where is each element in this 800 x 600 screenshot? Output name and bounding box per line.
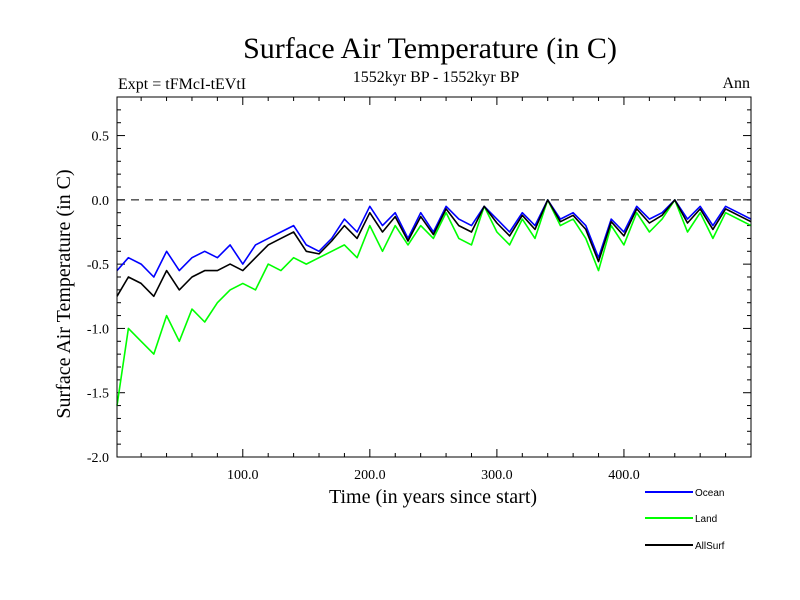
y-axis-label: Surface Air Temperature (in C) <box>53 169 75 418</box>
y-tick-label: -1.5 <box>87 387 109 402</box>
series-line-land <box>116 199 752 406</box>
period-label: 1552kyr BP - 1552kyr BP <box>353 69 520 86</box>
x-tick-label: 200.0 <box>354 468 386 483</box>
plot-frame <box>116 96 752 458</box>
series-line-allsurf <box>116 199 752 298</box>
legend-label-ocean: Ocean <box>695 488 724 499</box>
x-tick-label: 400.0 <box>608 468 640 483</box>
y-tick-label: -1.0 <box>87 322 109 337</box>
legend-label-land: Land <box>695 514 717 525</box>
x-tick-label: 300.0 <box>481 468 513 483</box>
season-label: Ann <box>722 75 750 92</box>
y-tick-label: -2.0 <box>87 451 109 466</box>
x-axis-label: Time (in years since start) <box>329 486 537 508</box>
axis-ticks: 0.5 0.0 -0.5 -1.0 -1.5 -2.0 100.0 200.0 300.0 400… <box>87 97 751 483</box>
legend: Ocean Land AllSurf <box>645 488 725 552</box>
y-tick-label: 0.0 <box>92 194 110 209</box>
experiment-label: Expt = tFMcI-tEVtI <box>118 76 246 93</box>
series-line-ocean <box>116 199 752 278</box>
series-layer <box>116 199 752 406</box>
x-tick-label: 100.0 <box>227 468 259 483</box>
y-tick-label: 0.5 <box>92 130 110 145</box>
y-tick-label: -0.5 <box>87 258 109 273</box>
chart-title: Surface Air Temperature (in C) <box>243 32 617 65</box>
legend-label-allsurf: AllSurf <box>695 541 725 552</box>
